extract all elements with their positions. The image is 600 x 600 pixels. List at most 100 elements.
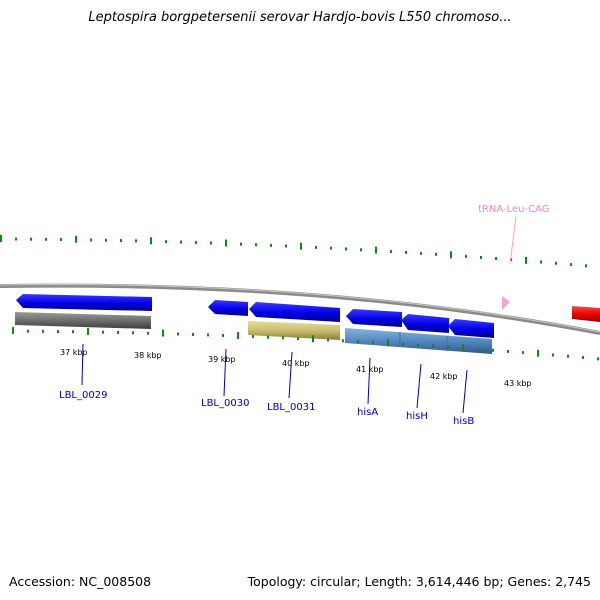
inner-ring-tick [477,347,479,351]
gene-arrow-lbl0031[interactable] [249,302,340,322]
outer-ring-tick [30,237,32,241]
outer-ring-tick [405,250,407,254]
inner-ring-tick [42,329,44,333]
trna-marker[interactable] [502,296,510,310]
inner-ring-tick [597,357,599,361]
inner-ring-tick [237,332,239,340]
topology-summary: Topology: circular; Length: 3,614,446 bp… [247,574,591,589]
outer-ring-tick [60,238,62,242]
outer-ring-tick [465,254,467,258]
inner-ring-tick [57,329,59,333]
outer-ring-tick [105,238,107,242]
inner-ring-tick [462,344,464,352]
accession-text: Accession: NC_008508 [9,574,152,589]
outer-ring-tick [225,239,227,247]
outer-ring-tick [285,244,287,248]
inner-ring-tick [207,333,209,337]
chromosome-backbone [0,283,600,335]
outer-ring-tick [300,242,302,250]
gene-label-lbl0030[interactable]: LBL_0030 [201,398,249,409]
outer-ring-tick [585,264,587,268]
gene-arrow-hisB[interactable] [448,319,494,338]
outer-ring-tick [180,240,182,244]
gene-arrow-hisA[interactable] [346,309,402,327]
outer-ring-tick [555,261,557,265]
inner-ring-tick [297,337,299,341]
outer-ring-tick [540,260,542,264]
inner-ring-tick [162,329,164,337]
outer-ring-tick [135,239,137,243]
chromosome-title: Leptospira borgpetersenii serovar Hardjo… [88,10,512,25]
outer-tick-ring [0,235,587,268]
inner-ring-tick [27,329,29,333]
outer-ring-tick [315,245,317,249]
outer-ring-tick [450,251,452,259]
inner-ring-tick [447,345,449,349]
inner-ring-tick [567,354,569,358]
gene-label-hisH[interactable]: hisH [406,411,428,422]
kbp-label-37: 37 kbp [60,348,88,357]
inner-ring-tick [282,336,284,340]
cog-bar-gray [15,312,151,329]
inner-ring-tick [402,342,404,346]
inner-ring-tick [582,356,584,360]
kbp-label-38: 38 kbp [134,351,162,360]
inner-ring-tick [117,330,119,334]
outer-ring-tick [495,257,497,261]
inner-ring-tick [147,331,149,335]
outer-ring-tick [360,248,362,252]
kbp-label-39: 39 kbp [208,355,236,364]
inner-ring-tick [372,340,374,344]
outer-ring-tick [150,237,152,245]
gene-arrow-lbl0030[interactable] [208,300,248,316]
outer-ring-tick [420,251,422,255]
inner-ring-tick [72,330,74,334]
inner-ring-tick [387,339,389,347]
gene-label-hisB[interactable]: hisB [453,416,474,427]
trna-leader-line [509,215,517,265]
inner-ring-tick [357,340,359,344]
gene-arrow-hisH[interactable] [401,314,449,333]
outer-ring-tick [45,237,47,241]
kbp-labels: 37 kbp 38 kbp 39 kbp 40 kbp 41 kbp 42 kb… [60,348,532,388]
inner-ring-tick [192,332,194,336]
kbp-label-42: 42 kbp [430,372,458,381]
outer-ring-tick [165,240,167,244]
gene-arrow-lbl0029[interactable] [16,294,152,311]
inner-ring-tick [327,338,329,342]
gene-leader-lines [81,343,468,414]
outer-ring-tick [390,249,392,253]
outer-ring-tick [480,255,482,259]
outer-ring-tick [90,238,92,242]
inner-ring-tick [522,351,524,355]
inner-ring-tick [177,332,179,336]
outer-ring-tick [15,237,17,241]
outer-ring-tick [330,246,332,250]
outer-ring-tick [0,235,2,243]
rrna-feature[interactable] [572,306,600,322]
inner-ring-tick [537,349,539,357]
kbp-label-43: 43 kbp [504,379,532,388]
inner-ring-tick [312,335,314,343]
outer-ring-tick [435,252,437,256]
inner-ring-tick [132,331,134,335]
outer-ring-tick [270,243,272,247]
gene-label-hisA[interactable]: hisA [357,407,378,418]
inner-ring-tick [87,327,89,335]
trna-label[interactable]: tRNA-Leu-CAG [478,204,549,215]
gene-label-lbl0031[interactable]: LBL_0031 [267,402,315,413]
inner-ring-tick [507,349,509,353]
outer-ring-tick [255,243,257,247]
outer-ring-tick [75,235,77,243]
inner-ring-tick [252,335,254,339]
outer-ring-tick [210,241,212,245]
inner-ring-tick [222,333,224,337]
gene-label-lbl0029[interactable]: LBL_0029 [59,390,107,401]
inner-ring-tick [267,335,269,339]
inner-ring-tick [492,348,494,352]
inner-ring-tick [342,339,344,343]
cog-bar-khaki [248,321,340,340]
inner-ring-tick [12,327,14,335]
outer-ring-tick [375,246,377,254]
